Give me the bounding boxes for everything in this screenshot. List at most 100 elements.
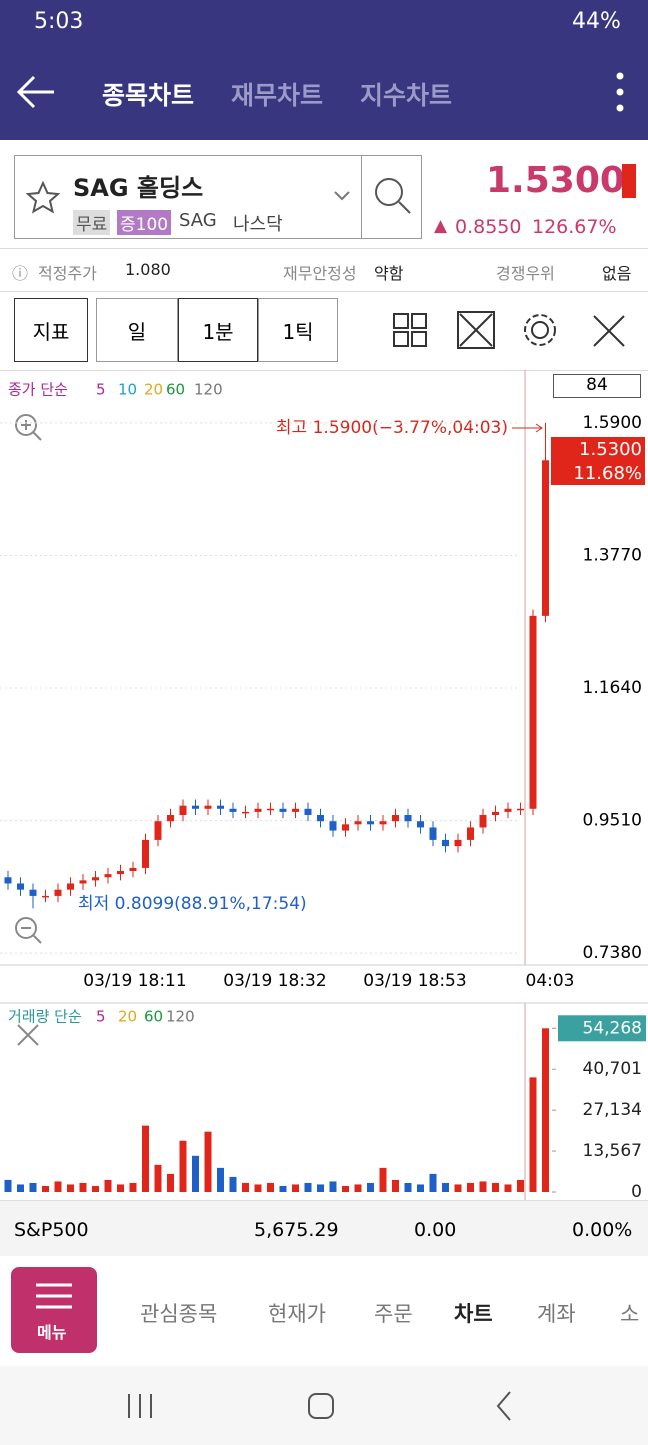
y2-tick-label: 27,134: [583, 1100, 642, 1120]
nav-item[interactable]: 차트: [454, 1302, 493, 1326]
index-bar: S&P500 5,675.29 0.00 0.00%: [0, 1200, 648, 1257]
header: 종목차트 재무차트 지수차트: [0, 46, 648, 140]
volume-bar: [342, 1185, 349, 1192]
y2-tick-label: 40,701: [583, 1059, 642, 1079]
last-price: 1.5300: [579, 439, 642, 460]
legend-period: 120: [194, 381, 223, 399]
candle-body: [67, 883, 74, 890]
candle-body: [267, 808, 274, 811]
nav-item[interactable]: 계좌: [537, 1302, 576, 1326]
legend-period: 10: [118, 381, 137, 399]
candle-body: [204, 805, 212, 809]
x-tick-label: 03/19 18:32: [223, 971, 326, 991]
zoom-icons[interactable]: [15, 414, 42, 1046]
volume-bar: [329, 1181, 337, 1192]
stock-name: SAG 홀딩스: [73, 174, 204, 202]
volume-bar: [79, 1182, 87, 1192]
legend-period: 60: [166, 381, 185, 399]
volume-bar: [392, 1179, 399, 1192]
volume-bar: [167, 1173, 174, 1192]
divider: [361, 156, 362, 238]
price: 1.5300: [486, 160, 625, 201]
change-pct: 126.67%: [532, 216, 617, 238]
info-label: 재무안정성: [283, 264, 357, 283]
candle-body: [54, 889, 62, 896]
back-icon[interactable]: [16, 74, 56, 110]
volume-bar: [92, 1185, 99, 1192]
menu-label: 메뉴: [37, 1323, 67, 1342]
candle-body: [117, 871, 124, 875]
candle-body: [179, 805, 187, 816]
info-value: 1.080: [125, 260, 171, 279]
nav-item[interactable]: 소: [620, 1302, 640, 1326]
tag: 무료: [73, 210, 111, 235]
x-axis-band: [0, 965, 648, 1003]
x-tick-label: 03/19 18:53: [363, 971, 466, 991]
volume-bar: [429, 1173, 437, 1192]
candle-body: [354, 821, 362, 825]
legend-period: 20: [118, 1008, 137, 1026]
y-tick-label: 0.7380: [583, 943, 642, 963]
tool-icons[interactable]: [388, 308, 638, 352]
volume-bar: [317, 1184, 324, 1192]
volume-bar: [192, 1155, 199, 1192]
candle-body: [367, 821, 374, 825]
star-icon[interactable]: [25, 180, 61, 216]
ticker: SAG: [179, 210, 217, 231]
info-value: 없음: [602, 264, 632, 283]
x-tick-label: 04:03: [526, 971, 575, 991]
dropdown-icon[interactable]: [333, 190, 351, 202]
volume-bar: [454, 1184, 462, 1192]
index-change: 0.00: [414, 1219, 457, 1241]
price-bar: [622, 164, 636, 198]
index-value: 5,675.29: [254, 1219, 339, 1241]
candle-body: [279, 808, 287, 812]
more-icon[interactable]: [614, 70, 626, 114]
period-button[interactable]: 1분: [178, 298, 258, 362]
candle-body: [29, 889, 37, 896]
divider: [0, 370, 648, 371]
stock-box[interactable]: SAG 홀딩스 무료 증100 SAG 나스닥: [14, 155, 422, 239]
volume-bar: [229, 1176, 237, 1192]
last-price-tag: [551, 437, 645, 485]
info-label: 적정주가: [38, 264, 97, 283]
last-pct: 11.68%: [573, 463, 642, 484]
chart: 03/19 18:11 03/19 18:32 03/19 18:53 04:0…: [0, 370, 648, 1200]
high-arrow: [512, 423, 543, 433]
nav-item[interactable]: 관심종목: [140, 1302, 218, 1326]
candle-body: [17, 883, 24, 890]
candle-body: [404, 815, 412, 822]
y2-tick-label: 54,268: [583, 1018, 642, 1038]
volume-bar: [267, 1182, 274, 1192]
nav-item[interactable]: 주문: [374, 1302, 413, 1326]
y-tick-label: 0.9510: [583, 811, 642, 831]
candle-body: [517, 808, 524, 811]
volume-bar: [54, 1181, 62, 1192]
legend-period: 20: [144, 381, 163, 399]
system-buttons[interactable]: [120, 1386, 540, 1426]
menu-button[interactable]: 메뉴: [11, 1267, 97, 1353]
count-box: 84: [553, 374, 641, 398]
clock: 5:03: [34, 9, 84, 34]
volume-bar: [517, 1179, 524, 1192]
tab[interactable]: 종목차트: [102, 81, 195, 110]
indicator-button[interactable]: 지표: [14, 298, 88, 362]
volume-bar: [117, 1184, 124, 1192]
volume-bar: [29, 1182, 37, 1192]
tab[interactable]: 지수차트: [360, 81, 453, 110]
nav-item[interactable]: 현재가: [268, 1302, 326, 1326]
legend-period: 120: [166, 1008, 195, 1026]
help-icon[interactable]: ⓘ: [12, 264, 29, 283]
search-icon[interactable]: [373, 176, 413, 218]
period-button[interactable]: 1틱: [258, 298, 338, 362]
volume-bar: [442, 1182, 449, 1192]
tab[interactable]: 재무차트: [231, 81, 324, 110]
candle-body: [417, 821, 424, 828]
info-label: 경쟁우위: [496, 264, 555, 283]
candle-body: [379, 821, 387, 825]
period-button[interactable]: 일: [96, 298, 178, 362]
candle-body: [104, 874, 112, 878]
y2-tick-label: 0: [631, 1182, 642, 1200]
